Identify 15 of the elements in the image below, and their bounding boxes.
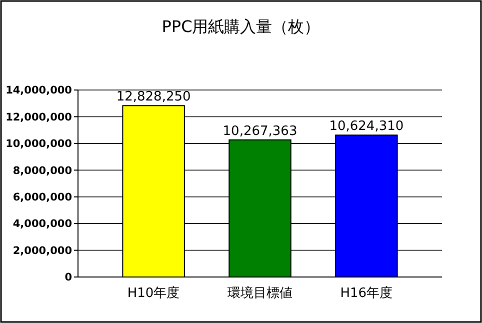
data-label: 10,624,310 xyxy=(329,119,404,134)
y-tick-label: 4,000,000 xyxy=(12,218,72,230)
x-tick-label: H10年度 xyxy=(127,285,180,301)
y-tick-label: 6,000,000 xyxy=(12,192,72,204)
y-tick-label: 8,000,000 xyxy=(12,164,72,177)
y-tick-label: 10,000,000 xyxy=(6,138,72,150)
chart-title: PPC用紙購入量（枚） xyxy=(162,17,320,36)
data-label: 12,828,250 xyxy=(116,90,191,105)
x-tick-label: H16年度 xyxy=(340,285,393,301)
y-tick-label: 12,000,000 xyxy=(6,111,72,124)
y-tick-label: 0 xyxy=(64,272,72,284)
x-tick-label: 環境目標値 xyxy=(228,285,292,301)
data-label: 10,267,363 xyxy=(222,124,298,139)
y-tick-label: 2,000,000 xyxy=(12,244,72,257)
y-tick-label: 14,000,000 xyxy=(6,84,72,97)
